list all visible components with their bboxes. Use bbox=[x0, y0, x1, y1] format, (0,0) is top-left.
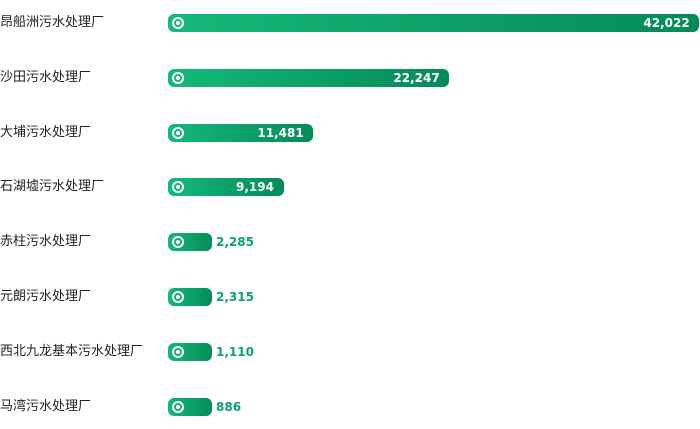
category-label: 大埔污水处理厂 bbox=[0, 125, 92, 140]
category-label: 西北九龙基本污水处理厂 bbox=[0, 344, 144, 359]
value-label: 2,285 bbox=[216, 235, 254, 249]
category-label: 沙田污水处理厂 bbox=[0, 70, 92, 85]
value-label: 1,110 bbox=[216, 345, 254, 359]
target-icon bbox=[172, 72, 184, 84]
bar bbox=[168, 288, 212, 306]
bar-row: 石湖墟污水处理厂 9,194 bbox=[0, 177, 700, 197]
category-label: 石湖墟污水处理厂 bbox=[0, 179, 105, 194]
target-icon bbox=[172, 236, 184, 248]
value-label: 11,481 bbox=[257, 126, 304, 140]
target-icon bbox=[172, 401, 184, 413]
category-label: 赤柱污水处理厂 bbox=[0, 234, 92, 249]
category-label: 元朗污水处理厂 bbox=[0, 289, 92, 304]
bar-row: 西北九龙基本污水处理厂 1,110 bbox=[0, 342, 700, 362]
target-icon bbox=[172, 291, 184, 303]
bar-row: 昂船洲污水处理厂 42,022 bbox=[0, 13, 700, 33]
target-icon bbox=[172, 127, 184, 139]
bar bbox=[168, 69, 449, 87]
category-label: 马湾污水处理厂 bbox=[0, 399, 92, 414]
target-icon bbox=[172, 181, 184, 193]
bar bbox=[168, 398, 212, 416]
value-label: 886 bbox=[216, 400, 242, 414]
value-label: 42,022 bbox=[643, 16, 690, 30]
value-label: 9,194 bbox=[236, 180, 274, 194]
category-label: 昂船洲污水处理厂 bbox=[0, 15, 105, 30]
target-icon bbox=[172, 17, 184, 29]
bar bbox=[168, 178, 284, 196]
bar bbox=[168, 343, 212, 361]
bar-row: 元朗污水处理厂 2,315 bbox=[0, 287, 700, 307]
bar-row: 赤柱污水处理厂 2,285 bbox=[0, 232, 700, 252]
value-label: 22,247 bbox=[393, 71, 440, 85]
bar bbox=[168, 124, 313, 142]
bar-row: 沙田污水处理厂 22,247 bbox=[0, 68, 700, 88]
target-icon bbox=[172, 346, 184, 358]
value-label: 2,315 bbox=[216, 290, 254, 304]
bar-row: 大埔污水处理厂 11,481 bbox=[0, 123, 700, 143]
bar-row: 马湾污水处理厂 886 bbox=[0, 397, 700, 417]
bar bbox=[168, 14, 699, 32]
bar bbox=[168, 233, 212, 251]
